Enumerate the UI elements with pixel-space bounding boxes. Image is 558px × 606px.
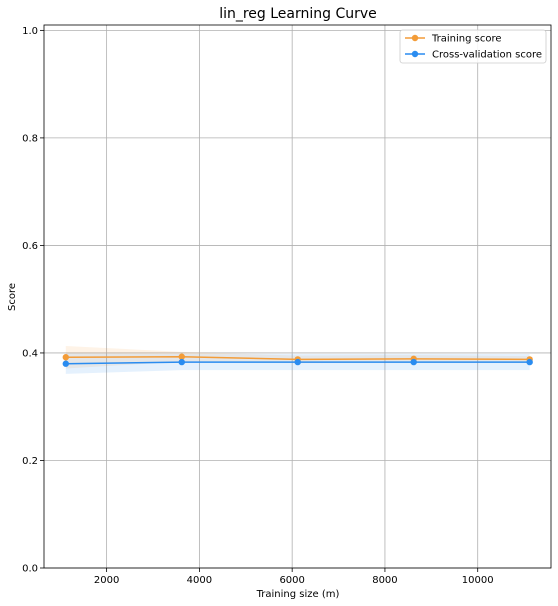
x-tick-label: 2000 — [94, 575, 119, 586]
legend-swatch-marker — [411, 34, 419, 42]
legend-label: Cross-validation score — [432, 50, 542, 61]
legend-label: Training score — [431, 34, 502, 45]
y-tick-label: 0.6 — [22, 241, 38, 252]
series-1-point — [62, 360, 70, 367]
y-axis-label: Score — [7, 283, 18, 311]
x-tick-label: 8000 — [372, 575, 397, 586]
y-tick-label: 0.0 — [22, 564, 38, 575]
chart-title: lin_reg Learning Curve — [219, 6, 377, 22]
x-axis-label: Training size (m) — [256, 589, 340, 600]
series-1-point — [178, 358, 185, 366]
legend-swatch-marker — [411, 50, 419, 58]
y-tick-label: 0.8 — [22, 133, 38, 144]
y-tick-label: 1.0 — [22, 26, 38, 37]
series-1-point — [410, 358, 417, 366]
series-0-point — [62, 354, 70, 361]
series-1-point — [294, 358, 301, 366]
legend-box — [399, 29, 547, 64]
series-points — [62, 353, 533, 367]
series-0-point — [178, 353, 185, 360]
y-tick-label: 0.4 — [22, 348, 38, 359]
plot-frame — [43, 24, 552, 569]
x-tick-label: 6000 — [279, 575, 304, 586]
axis-ticks: 2000 4000 6000 8000 10000 0.0 0.2 0.4 0.6 0.8 1.0 — [22, 26, 494, 586]
y-tick-label: 0.2 — [22, 456, 38, 467]
series-1-point — [526, 358, 533, 366]
x-tick-label: 4000 — [187, 575, 212, 586]
legend: Training score Cross-validation score — [399, 29, 547, 64]
x-tick-label: 10000 — [462, 575, 494, 586]
